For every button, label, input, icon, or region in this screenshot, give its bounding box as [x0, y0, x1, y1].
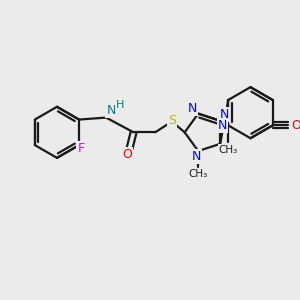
Text: N: N — [192, 150, 201, 164]
Text: O: O — [291, 119, 300, 132]
Text: S: S — [168, 114, 176, 127]
Text: N: N — [219, 108, 229, 122]
Text: N: N — [218, 119, 227, 132]
Text: H: H — [116, 100, 124, 110]
Text: N: N — [188, 102, 197, 115]
Text: F: F — [77, 142, 85, 154]
Text: N: N — [106, 104, 116, 117]
Text: CH₃: CH₃ — [189, 169, 208, 178]
Text: CH₃: CH₃ — [219, 145, 238, 155]
Text: O: O — [122, 148, 132, 161]
